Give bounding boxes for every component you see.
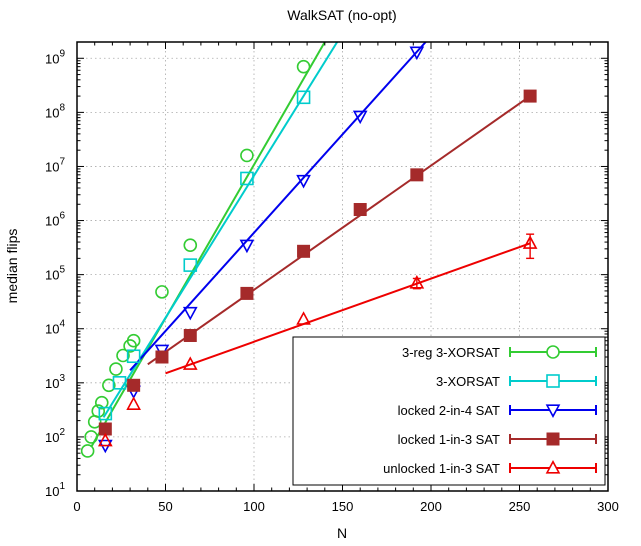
legend-marker <box>545 404 561 418</box>
legend-label: unlocked 1-in-3 SAT <box>383 461 500 476</box>
data-point <box>98 406 113 421</box>
data-point <box>102 378 116 393</box>
fit-line <box>165 242 531 375</box>
y-tick-label: 105 <box>45 265 65 283</box>
data-markers <box>80 46 538 458</box>
data-point <box>97 432 113 447</box>
data-point <box>183 328 197 342</box>
x-tick-label: 100 <box>243 499 265 514</box>
chart-title: WalkSAT (no-opt) <box>287 7 396 23</box>
legend-label: locked 1-in-3 SAT <box>398 432 500 447</box>
data-point <box>109 362 123 376</box>
data-point <box>296 59 311 74</box>
legend: 3-reg 3-XORSAT 3-XORSAT locked 2-in-4 SAT l… <box>292 336 606 486</box>
legend-label: 3-reg 3-XORSAT <box>402 345 500 360</box>
axis-ticks: 0 50 100 150 200 250 300 101 102 103 104 105 106 107 1… <box>45 41 619 514</box>
y-tick-label: 108 <box>45 102 65 120</box>
data-point <box>240 148 254 163</box>
data-point <box>84 430 98 444</box>
fit-line <box>147 95 531 366</box>
data-point <box>126 349 141 364</box>
y-tick-label: 102 <box>45 427 65 445</box>
legend-marker <box>546 374 560 388</box>
data-point <box>91 404 106 418</box>
x-tick-label: 50 <box>158 499 172 514</box>
data-point <box>126 333 141 348</box>
data-point <box>112 376 127 390</box>
data-point <box>297 244 311 258</box>
y-tick-label: 101 <box>45 481 65 499</box>
data-point <box>126 396 141 410</box>
data-point <box>240 286 254 300</box>
data-point <box>352 110 368 125</box>
legend-label: locked 2-in-4 SAT <box>398 403 500 418</box>
legend-marker <box>546 345 560 359</box>
data-point <box>183 258 198 272</box>
data-point <box>296 311 311 325</box>
data-point <box>410 168 424 182</box>
data-point <box>94 395 109 410</box>
data-point <box>155 285 169 299</box>
y-tick-label: 109 <box>45 48 65 66</box>
data-point <box>296 174 311 189</box>
data-point <box>183 238 198 253</box>
fit-line <box>129 42 427 372</box>
y-tick-label: 104 <box>45 319 65 337</box>
data-point <box>409 46 425 61</box>
y-tick-label: 106 <box>45 211 65 229</box>
data-point <box>409 275 425 289</box>
y-tick-label: 107 <box>45 156 65 174</box>
legend-marker <box>546 432 560 446</box>
data-point <box>155 350 169 364</box>
x-tick-label: 0 <box>73 499 80 514</box>
x-tick-label: 250 <box>509 499 531 514</box>
x-axis-label: N <box>337 525 347 541</box>
data-point <box>182 306 198 321</box>
data-point <box>116 348 130 363</box>
y-tick-label: 103 <box>45 373 65 391</box>
data-point <box>182 356 198 370</box>
data-point <box>239 239 255 254</box>
data-point <box>522 235 538 249</box>
legend-marker <box>545 460 561 474</box>
data-point <box>296 90 311 105</box>
data-point <box>127 378 141 392</box>
fit-line <box>102 42 339 418</box>
data-point <box>80 444 95 458</box>
data-point <box>353 203 367 217</box>
data-point <box>523 89 537 103</box>
x-tick-label: 200 <box>420 499 442 514</box>
legend-label: 3-XORSAT <box>436 374 500 389</box>
y-axis-label: median flips <box>4 229 20 304</box>
fit-lines <box>90 42 531 448</box>
x-tick-label: 150 <box>332 499 354 514</box>
x-tick-label: 300 <box>597 499 619 514</box>
data-point <box>240 171 254 186</box>
